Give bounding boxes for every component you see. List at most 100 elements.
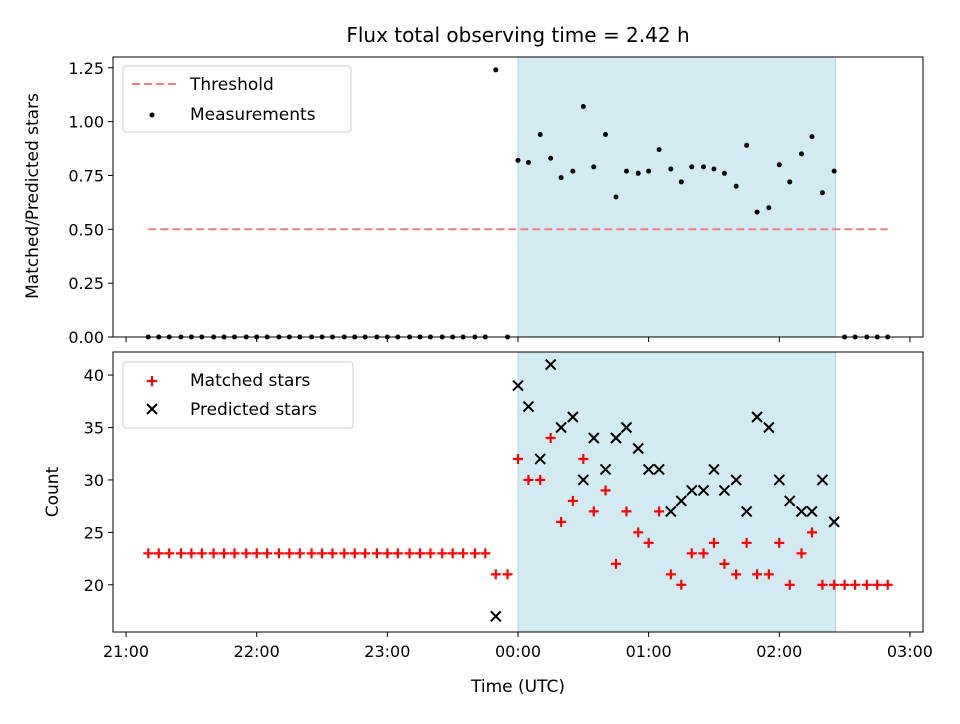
predicted-star-point xyxy=(784,495,796,507)
legend-predicted-label: Predicted stars xyxy=(190,400,317,420)
measurement-points xyxy=(145,67,891,340)
bottom-y-tick-label: 20 xyxy=(84,576,104,595)
measurement-point xyxy=(580,104,586,110)
matched-star-point xyxy=(219,548,230,559)
matched-star-point xyxy=(327,548,338,559)
matched-star-point xyxy=(523,474,534,485)
matched-star-point xyxy=(600,485,611,496)
matched-star-point xyxy=(535,474,546,485)
matched-star-point xyxy=(806,527,817,538)
matched-star-point xyxy=(415,548,426,559)
matched-star-point xyxy=(404,548,415,559)
bottom-y-tick-label: 40 xyxy=(84,366,104,385)
matched-star-point xyxy=(262,548,273,559)
bottom-x-ticks: 21:00 22:00 23:00 00:00 01:00 02:00 03:00 xyxy=(103,632,933,661)
measurement-point xyxy=(537,132,543,138)
bottom-x-tick-label: 03:00 xyxy=(887,642,933,661)
measurement-point xyxy=(613,194,619,200)
predicted-star-point xyxy=(588,432,600,444)
bottom-x-tick-label: 21:00 xyxy=(103,642,149,661)
bottom-y-ticks: 20 25 30 35 40 xyxy=(84,366,113,595)
matched-star-point xyxy=(469,548,480,559)
matched-star-point xyxy=(241,548,252,559)
matched-star-point xyxy=(676,579,687,590)
matched-star-point xyxy=(763,569,774,580)
predicted-star-points xyxy=(490,358,840,622)
matched-star-point xyxy=(360,548,371,559)
predicted-star-point xyxy=(567,411,579,423)
bottom-x-tick-label: 22:00 xyxy=(234,642,280,661)
measurement-point xyxy=(635,170,641,176)
matched-star-point xyxy=(294,548,305,559)
matched-star-point xyxy=(458,548,469,559)
matched-star-point xyxy=(339,548,350,559)
matched-star-point xyxy=(175,548,186,559)
predicted-star-point xyxy=(740,505,753,518)
predicted-star-point xyxy=(642,463,655,476)
predicted-star-point xyxy=(490,610,502,622)
predicted-star-point xyxy=(599,463,612,476)
matched-star-point xyxy=(784,579,795,590)
top-y-tick-label: 0.50 xyxy=(68,220,104,239)
predicted-star-point xyxy=(534,453,546,465)
matched-star-point xyxy=(164,548,175,559)
matched-star-point xyxy=(317,548,328,559)
predicted-star-point xyxy=(653,463,665,476)
predicted-star-point xyxy=(816,474,829,486)
bottom-y-tick-label: 25 xyxy=(84,523,104,542)
measurement-point xyxy=(678,179,684,185)
matched-star-point xyxy=(633,527,644,538)
matched-star-point xyxy=(861,579,872,590)
measurement-point xyxy=(744,142,750,148)
measurement-point xyxy=(721,170,727,176)
measurement-point xyxy=(603,132,609,138)
measurement-point xyxy=(689,164,695,170)
matched-star-point xyxy=(437,548,448,559)
matched-star-point xyxy=(752,569,763,580)
bottom-x-tick-label: 02:00 xyxy=(756,642,802,661)
bottom-x-tick-label: 00:00 xyxy=(495,642,541,661)
matched-star-point xyxy=(513,453,523,464)
matched-star-point xyxy=(839,579,850,590)
predicted-star-point xyxy=(522,400,535,413)
bottom-legend: Matched stars Predicted stars xyxy=(122,361,354,429)
predicted-star-point xyxy=(697,484,710,497)
top-y-tick-label: 1.00 xyxy=(68,113,104,132)
matched-star-point xyxy=(643,537,654,548)
matched-star-point xyxy=(610,558,621,569)
measurement-point xyxy=(787,179,793,185)
bottom-x-tick-label: 01:00 xyxy=(626,642,672,661)
matched-star-point xyxy=(382,548,393,559)
matched-star-point xyxy=(186,548,197,559)
matched-star-point xyxy=(349,548,360,559)
matched-star-point xyxy=(392,548,403,559)
measurement-point xyxy=(623,168,629,174)
matched-star-point xyxy=(502,569,513,580)
predicted-star-point xyxy=(795,505,808,518)
matched-star-point xyxy=(196,548,207,559)
measurement-point xyxy=(754,209,760,215)
bottom-axes: 20 25 30 35 40 21:00 22:00 23:00 00:00 01:00 02:0… xyxy=(43,351,933,697)
measurement-point xyxy=(733,183,739,189)
predicted-star-point xyxy=(773,474,785,486)
bottom-legend-box xyxy=(122,361,354,429)
matched-star-point xyxy=(654,506,665,517)
predicted-star-point xyxy=(806,505,818,518)
predicted-star-point xyxy=(675,495,688,507)
matched-star-point xyxy=(578,453,589,464)
predicted-star-point xyxy=(610,432,622,444)
legend-matched-swatch xyxy=(147,376,157,386)
matched-star-point xyxy=(741,537,752,548)
predicted-star-point xyxy=(686,484,698,497)
top-y-ticks: 0.00 0.25 0.50 0.75 1.00 1.25 xyxy=(68,59,113,347)
matched-star-point xyxy=(480,548,491,559)
measurement-point xyxy=(515,157,521,163)
matched-star-point xyxy=(371,548,382,559)
predicted-star-point xyxy=(544,358,557,371)
matched-star-point xyxy=(708,537,719,548)
matched-star-point xyxy=(284,548,295,559)
x-axis-label: Time (UTC) xyxy=(470,677,565,697)
top-y-axis-label: Matched/Predicted stars xyxy=(23,93,43,299)
